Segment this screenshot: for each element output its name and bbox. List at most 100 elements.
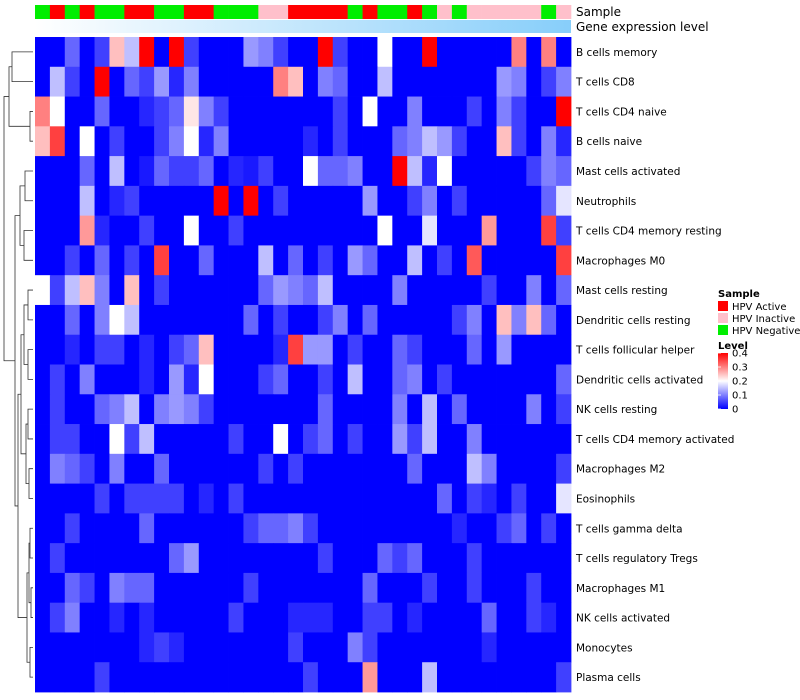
heatmap-cell: [64, 483, 81, 514]
heatmap-cell: [347, 215, 363, 246]
annotation-label-sample: Sample: [576, 5, 621, 19]
row-label: Mast cells resting: [576, 285, 668, 297]
heatmap-cell: [64, 572, 81, 604]
heatmap-cell: [392, 364, 408, 395]
heatmap-cell: [49, 156, 66, 187]
heatmap-cell: [288, 632, 304, 663]
heatmap-cell: [258, 662, 274, 693]
heatmap-cell: [451, 126, 468, 157]
heatmap-cell: [466, 245, 483, 276]
heatmap-cell: [466, 96, 483, 127]
dendrogram-branch: [23, 230, 33, 261]
level-tick-label: 0.1: [732, 391, 748, 402]
heatmap-cell: [35, 185, 51, 217]
heatmap-cell: [317, 394, 334, 425]
heatmap-cell: [49, 483, 66, 514]
heatmap-cell: [526, 245, 542, 276]
heatmap-cell: [79, 632, 95, 663]
heatmap-cell: [183, 483, 200, 514]
heatmap-cell: [392, 453, 408, 484]
heatmap-cell: [481, 424, 497, 455]
heatmap-cell: [258, 632, 274, 663]
heatmap-cell: [183, 424, 200, 455]
heatmap-cell: [422, 632, 438, 663]
heatmap-cell: [422, 126, 438, 157]
heatmap-cell: [79, 334, 95, 365]
heatmap-cell: [362, 275, 378, 306]
heatmap-cell: [437, 96, 453, 127]
dendrogram-branch: [29, 111, 33, 142]
heatmap-cell: [451, 96, 468, 127]
heatmap-cell: [109, 602, 125, 633]
sample-annotation-cell: [392, 5, 408, 19]
heatmap-cell: [198, 483, 215, 514]
level-colorbar: [718, 353, 728, 409]
row-label: Macrophages M1: [576, 583, 665, 595]
heatmap-cell: [169, 156, 185, 187]
heatmap-cell: [407, 424, 423, 455]
heatmap-cell: [496, 572, 512, 604]
heatmap-cell: [154, 632, 170, 663]
heatmap-cell: [377, 185, 393, 217]
heatmap-cell: [422, 513, 438, 544]
heatmap-cell: [332, 126, 349, 157]
heatmap-cell: [154, 66, 170, 97]
heatmap-cell: [49, 66, 66, 97]
heatmap-cell: [451, 513, 468, 544]
heatmap-cell: [35, 453, 51, 484]
heatmap-cell: [451, 602, 468, 633]
heatmap-cell: [169, 364, 185, 395]
heatmap-cell: [407, 66, 423, 97]
heatmap-cell: [437, 37, 453, 68]
heatmap-cell: [288, 334, 304, 365]
heatmap-cell: [124, 245, 140, 276]
heatmap-cell: [332, 245, 349, 276]
heatmap-cell: [109, 424, 125, 455]
heatmap-cell: [139, 275, 155, 306]
heatmap-cell: [198, 662, 215, 693]
heatmap-cell: [198, 185, 215, 217]
heatmap-cell: [94, 37, 110, 68]
dendrogram-branch: [11, 51, 33, 83]
heatmap-cell: [317, 126, 334, 157]
heatmap-cell: [407, 394, 423, 425]
heatmap-cell: [437, 572, 453, 604]
heatmap-cell: [94, 513, 110, 544]
heatmap-cell: [154, 275, 170, 306]
heatmap-cell: [288, 453, 304, 484]
heatmap-cell: [273, 483, 289, 514]
heatmap-cell: [496, 543, 512, 574]
heatmap-cell: [198, 66, 215, 97]
heatmap-cell: [451, 334, 468, 365]
heatmap-cell: [332, 185, 349, 217]
heatmap-cell: [332, 304, 349, 336]
heatmap-cell: [64, 215, 81, 246]
heatmap-cell: [109, 96, 125, 127]
heatmap-cell: [258, 543, 274, 574]
heatmap-cell: [243, 662, 259, 693]
heatmap-cell: [64, 543, 81, 574]
heatmap-cell: [258, 275, 274, 306]
heatmap-cell: [154, 364, 170, 395]
heatmap-cell: [332, 662, 349, 693]
heatmap-cell: [317, 543, 334, 574]
heatmap-cell: [541, 394, 557, 425]
heatmap-cell: [35, 96, 51, 127]
heatmap-cell: [317, 364, 334, 395]
heatmap-cell: [49, 185, 66, 217]
heatmap-cell: [451, 215, 468, 246]
heatmap-cell: [169, 424, 185, 455]
heatmap-cell: [303, 156, 319, 187]
heatmap-cell: [154, 543, 170, 574]
heatmap-cell: [481, 37, 497, 68]
row-label: B cells naive: [576, 136, 642, 148]
heatmap-cell: [109, 66, 125, 97]
heatmap-cell: [407, 126, 423, 157]
heatmap-cell: [94, 394, 110, 425]
heatmap-cell: [49, 215, 66, 246]
heatmap-cell: [49, 513, 66, 544]
heatmap-cell: [154, 513, 170, 544]
heatmap-cell: [437, 602, 453, 633]
row-label: T cells CD8: [575, 77, 635, 89]
heatmap-cell: [422, 215, 438, 246]
